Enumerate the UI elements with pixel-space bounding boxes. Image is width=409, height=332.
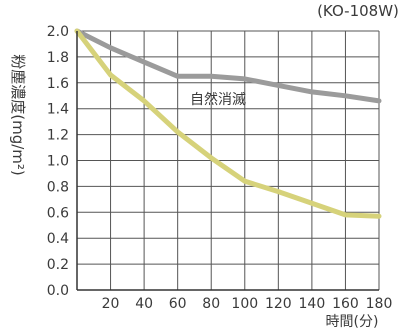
y-tick-labels: 0.0 0.2 0.4 0.6 0.8 1.0 1.2 1.4 1.6 1.8 2.0 xyxy=(47,24,69,299)
y-tick-label: 0.8 xyxy=(47,179,69,195)
x-tick-label: 180 xyxy=(366,296,393,312)
x-tick-labels: 20 40 60 80 100 120 140 160 180 xyxy=(102,296,393,312)
series-line-1 xyxy=(74,28,382,104)
y-tick-label: 0.0 xyxy=(47,283,69,299)
y-tick-label: 2.0 xyxy=(47,24,69,40)
y-tick-label: 1.8 xyxy=(47,50,69,66)
axes xyxy=(76,31,379,291)
y-tick-label: 0.4 xyxy=(47,231,69,247)
y-axis-label: 粉塵濃度(mg/m²) xyxy=(9,54,27,176)
grid xyxy=(77,30,380,290)
series-lines xyxy=(74,28,382,219)
x-tick-label: 160 xyxy=(332,296,359,312)
x-tick-label: 40 xyxy=(135,296,153,312)
y-tick-label: 1.4 xyxy=(47,102,69,118)
x-tick-label: 140 xyxy=(299,296,326,312)
model-label: (KO-108W) xyxy=(317,2,399,20)
y-tick-label: 0.2 xyxy=(47,257,69,273)
y-tick-label: 1.6 xyxy=(47,76,69,92)
y-tick-label: 0.6 xyxy=(47,205,69,221)
y-tick-label: 1.0 xyxy=(47,154,69,170)
x-tick-label: 80 xyxy=(202,296,220,312)
y-tick-label: 1.2 xyxy=(47,128,69,144)
x-tick-label: 60 xyxy=(169,296,187,312)
x-tick-label: 120 xyxy=(265,296,292,312)
x-axis-label: 時間(分) xyxy=(326,314,379,330)
x-tick-label: 100 xyxy=(231,296,258,312)
series-label-natural-decay: 自然消滅 xyxy=(190,91,246,108)
series-line-2 xyxy=(74,28,382,219)
x-tick-label: 20 xyxy=(102,296,120,312)
